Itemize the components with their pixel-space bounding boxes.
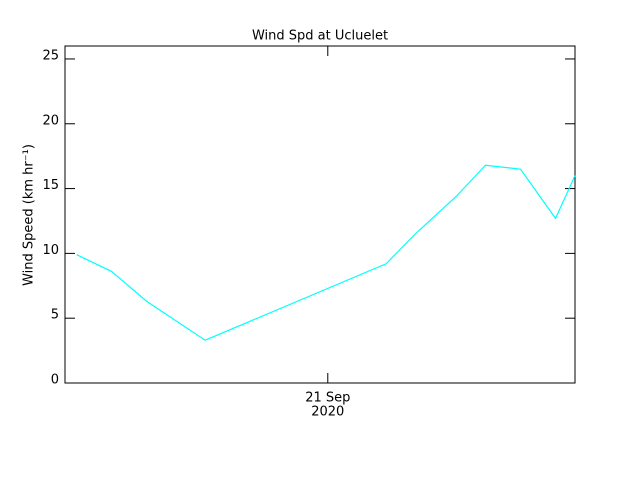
y-tick-label: 10	[42, 243, 59, 258]
y-tick-label: 15	[42, 178, 59, 193]
y-tick-label: 20	[42, 113, 59, 128]
y-tick-label: 0	[51, 373, 59, 388]
x-tick-label: 21 Sep	[305, 391, 350, 406]
plot-frame	[64, 45, 576, 384]
data-line	[76, 164, 576, 341]
y-tick-label: 25	[42, 48, 59, 63]
y-axis-label: Wind Speed (km hr⁻¹)	[22, 144, 37, 286]
x-tick-label: 2020	[311, 405, 344, 420]
chart-title: Wind Spd at Ucluelet	[252, 29, 388, 44]
y-tick-label: 5	[51, 308, 59, 323]
